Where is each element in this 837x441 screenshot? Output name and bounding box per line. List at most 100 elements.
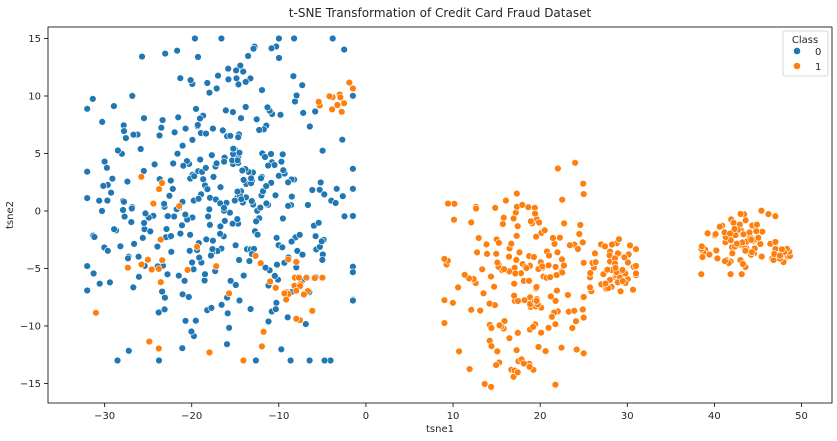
- scatter-point-class-1: [280, 289, 289, 298]
- scatter-point-class-0: [255, 126, 263, 134]
- scatter-point-class-1: [764, 210, 773, 218]
- scatter-point-class-0: [169, 159, 177, 168]
- scatter-point-class-0: [150, 160, 159, 169]
- scatter-point-class-0: [141, 209, 150, 218]
- legend-title: Class: [792, 35, 818, 46]
- scatter-point-class-0: [128, 204, 136, 213]
- scatter-point-class-0: [222, 106, 230, 115]
- scatter-point-class-1: [510, 292, 518, 300]
- scatter-point-class-0: [169, 185, 177, 193]
- scatter-point-class-0: [134, 253, 143, 261]
- scatter-point-class-0: [104, 247, 112, 255]
- scatter-point-class-0: [116, 242, 125, 251]
- scatter-point-class-0: [232, 66, 240, 75]
- scatter-point-class-1: [551, 297, 560, 305]
- scatter-point-class-1: [553, 248, 562, 257]
- scatter-point-class-0: [209, 124, 217, 133]
- scatter-point-class-0: [239, 67, 247, 76]
- scatter-point-class-1: [473, 248, 481, 257]
- scatter-point-class-1: [183, 266, 192, 274]
- scatter-point-class-0: [247, 174, 255, 183]
- scatter-point-class-0: [175, 272, 183, 280]
- scatter-point-class-0: [248, 197, 256, 205]
- scatter-point-class-1: [527, 217, 535, 226]
- scatter-point-class-1: [754, 234, 763, 242]
- scatter-point-class-0: [103, 164, 111, 172]
- scatter-point-class-1: [525, 277, 533, 285]
- scatter-point-class-0: [186, 231, 194, 239]
- scatter-point-class-0: [178, 290, 187, 298]
- scatter-point-class-0: [188, 136, 197, 144]
- scatter-point-class-0: [157, 123, 166, 132]
- scatter-point-class-1: [175, 202, 183, 210]
- scatter-point-class-1: [525, 363, 534, 371]
- scatter-point-class-0: [207, 251, 215, 260]
- scatter-point-class-0: [83, 262, 91, 270]
- scatter-point-class-1: [574, 245, 582, 253]
- scatter-point-class-0: [333, 185, 341, 193]
- scatter-point-class-0: [242, 78, 250, 86]
- scatter-point-class-1: [733, 240, 741, 248]
- scatter-point-class-0: [349, 185, 357, 193]
- scatter-point-class-0: [213, 84, 221, 93]
- scatter-point-class-1: [272, 284, 280, 292]
- scatter-point-class-0: [284, 202, 292, 210]
- scatter-point-class-1: [507, 240, 515, 248]
- scatter-point-class-1: [349, 84, 357, 93]
- scatter-point-class-0: [284, 178, 292, 187]
- scatter-point-class-0: [181, 210, 190, 219]
- scatter-point-class-1: [500, 317, 509, 325]
- scatter-point-class-0: [234, 133, 242, 141]
- scatter-point-class-1: [318, 274, 327, 282]
- scatter-point-class-1: [440, 255, 449, 263]
- chart-title: t-SNE Transformation of Credit Card Frau…: [289, 6, 592, 20]
- scatter-point-class-1: [155, 344, 163, 353]
- x-tick-label: 40: [708, 411, 721, 422]
- scatter-point-class-0: [186, 76, 195, 84]
- scatter-point-class-0: [188, 258, 196, 267]
- scatter-point-class-1: [205, 348, 214, 357]
- scatter-point-class-1: [493, 258, 502, 267]
- scatter-point-class-1: [531, 209, 539, 218]
- scatter-point-class-0: [110, 102, 118, 110]
- scatter-point-class-1: [757, 252, 766, 261]
- scatter-point-class-0: [244, 52, 252, 60]
- scatter-point-class-1: [500, 214, 508, 222]
- scatter-point-class-0: [226, 132, 235, 140]
- scatter-point-class-0: [316, 186, 324, 194]
- scatter-point-class-0: [320, 190, 328, 199]
- scatter-point-class-0: [181, 317, 190, 325]
- scatter-point-class-0: [123, 177, 132, 186]
- scatter-point-class-1: [776, 252, 784, 260]
- scatter-point-class-0: [158, 287, 166, 296]
- scatter-point-class-1: [258, 342, 266, 351]
- scatter-point-class-0: [311, 107, 319, 116]
- scatter-point-class-0: [320, 356, 329, 365]
- scatter-point-class-0: [229, 145, 238, 153]
- scatter-point-class-0: [242, 103, 250, 111]
- scatter-point-class-0: [129, 131, 138, 139]
- scatter-point-class-0: [306, 122, 314, 131]
- scatter-point-class-1: [711, 230, 720, 238]
- scatter-point-class-0: [176, 74, 185, 82]
- scatter-point-class-1: [340, 99, 348, 108]
- scatter-point-class-0: [264, 161, 272, 170]
- scatter-point-class-1: [492, 250, 500, 258]
- scatter-point-class-0: [164, 212, 172, 220]
- scatter-point-class-0: [208, 151, 216, 159]
- scatter-point-class-0: [114, 146, 122, 155]
- scatter-point-class-1: [311, 274, 319, 282]
- scatter-point-class-0: [318, 147, 327, 155]
- scatter-point-class-0: [340, 45, 348, 54]
- scatter-point-class-1: [611, 264, 620, 272]
- scatter-point-class-1: [564, 291, 572, 299]
- scatter-point-class-0: [192, 105, 200, 113]
- scatter-point-class-0: [286, 356, 295, 365]
- scatter-point-class-0: [120, 127, 128, 135]
- scatter-point-class-0: [275, 54, 283, 62]
- scatter-point-class-1: [157, 235, 165, 244]
- scatter-point-class-1: [771, 238, 780, 246]
- scatter-point-class-0: [204, 212, 212, 221]
- scatter-point-class-1: [541, 347, 550, 355]
- scatter-point-class-0: [253, 231, 262, 239]
